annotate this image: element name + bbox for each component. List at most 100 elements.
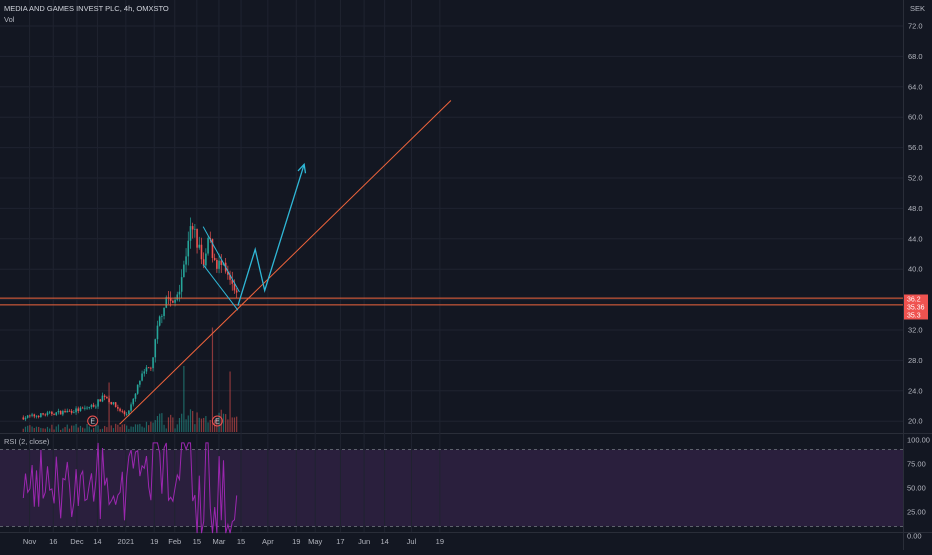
volume-bar: [64, 427, 66, 432]
price-label-text: 36.2: [907, 297, 921, 304]
projection-arrowhead: [297, 162, 307, 174]
volume-bar: [42, 428, 44, 432]
volume-bar: [51, 424, 53, 432]
earnings-marker-label: E: [215, 419, 220, 426]
volume-bar: [187, 415, 189, 432]
candle-body: [101, 395, 104, 402]
volume-bar: [185, 419, 187, 432]
volume-bar: [220, 409, 222, 432]
candle-body: [205, 253, 207, 266]
price-tick-label: 60.0: [908, 113, 923, 122]
candle-body: [139, 380, 141, 385]
time-tick-label: 15: [237, 537, 245, 546]
volume-bar: [192, 410, 194, 432]
candle-body: [143, 371, 146, 374]
time-tick-label: 19: [150, 537, 158, 546]
time-tick-label: Jun: [358, 537, 370, 546]
channel-lower-line: [202, 264, 239, 311]
volume-bar: [130, 426, 132, 432]
candle-body: [42, 413, 44, 415]
candle-body: [187, 240, 190, 257]
candle-body: [183, 264, 185, 278]
volume-bar: [71, 425, 73, 432]
volume-bar: [231, 417, 233, 432]
volume-bar: [93, 427, 95, 432]
volume-bar: [148, 425, 150, 432]
candle-body: [79, 407, 82, 411]
volume-bar: [53, 429, 55, 432]
volume-bar: [75, 423, 77, 432]
volume-bar: [134, 424, 137, 432]
candle-body: [53, 414, 55, 415]
candle-body: [121, 410, 124, 412]
candle-body: [158, 316, 161, 326]
volume-bar: [60, 429, 62, 432]
candle-body: [198, 244, 201, 248]
volume-bar: [159, 413, 161, 432]
time-tick-label: Mar: [212, 537, 225, 546]
volume-bar: [104, 426, 106, 432]
earnings-marker: [87, 415, 99, 427]
volume-bar: [126, 425, 128, 432]
price-tick-label: 48.0: [908, 204, 923, 213]
rsi-band: [0, 449, 903, 527]
earnings-marker: [211, 415, 223, 427]
price-tick-label: 24.0: [908, 386, 923, 395]
volume-bar: [33, 428, 35, 432]
candle-body: [31, 414, 33, 416]
candle-body: [103, 395, 106, 398]
candle-body: [220, 260, 223, 265]
candle-body: [233, 283, 236, 291]
candle-body: [194, 228, 196, 230]
volume-bar: [86, 423, 88, 432]
rsi-tick-label: 25.00: [907, 508, 926, 517]
candle-body: [35, 415, 38, 417]
time-tick-label: 19: [436, 537, 444, 546]
volume-bar: [229, 371, 231, 432]
volume-bar: [165, 428, 167, 432]
volume-bar: [44, 428, 46, 432]
volume-bar: [97, 425, 99, 432]
volume-bar: [46, 426, 49, 432]
volume-bar: [211, 327, 214, 432]
candle-body: [128, 410, 130, 415]
candle-body: [218, 260, 220, 269]
volume-bar: [112, 428, 115, 432]
candles: [22, 217, 238, 422]
time-tick-label: 14: [93, 537, 101, 546]
candle-body: [150, 367, 152, 369]
candle-body: [90, 404, 93, 408]
candle-body: [152, 357, 154, 369]
volume-bar: [110, 425, 112, 432]
candle-body: [29, 415, 31, 417]
candle-body: [207, 238, 209, 254]
volume-bar: [84, 428, 86, 432]
candle-body: [163, 307, 165, 316]
volume-bar: [73, 425, 75, 432]
candle-body: [154, 339, 157, 358]
volume-bar: [137, 424, 139, 432]
candle-body: [165, 297, 168, 308]
volume-bar: [178, 417, 181, 432]
volume-bar: [218, 412, 220, 432]
volume-bar: [214, 419, 216, 432]
candle-body: [202, 259, 205, 266]
candle-body: [178, 291, 181, 295]
volume-bar: [156, 416, 159, 432]
candle-body: [33, 414, 36, 417]
volume-bar: [95, 423, 97, 432]
candle-body: [66, 410, 69, 413]
candle-body: [156, 325, 159, 340]
candle-body: [235, 290, 238, 293]
volume-bar: [38, 426, 40, 432]
candle-body: [64, 411, 66, 413]
candle-body: [125, 414, 128, 415]
volume-bar: [117, 424, 119, 432]
rsi-tick-label: 75.00: [907, 460, 926, 469]
candle-body: [200, 244, 203, 260]
candle-body: [22, 417, 25, 420]
time-tick-label: 16: [49, 537, 57, 546]
volume-bar: [233, 417, 236, 432]
